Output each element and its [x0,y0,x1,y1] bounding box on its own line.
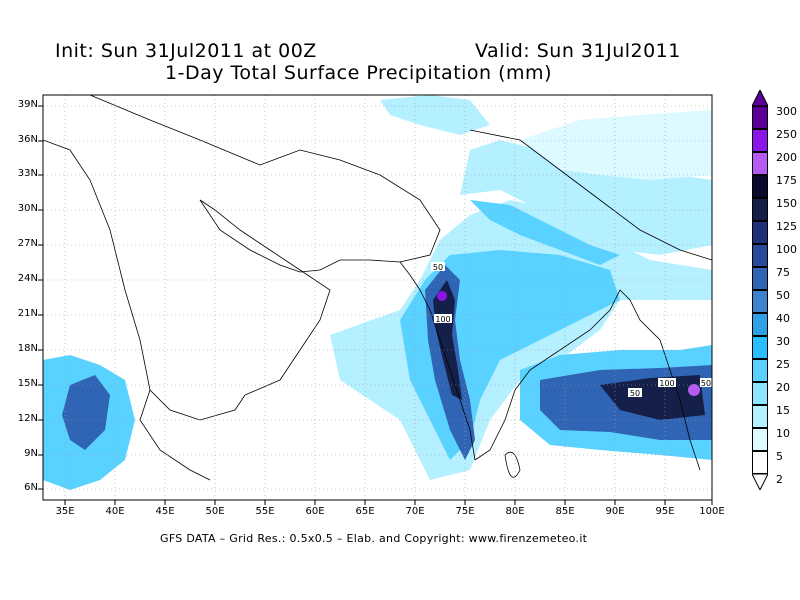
legend-color-box [752,152,768,175]
legend-color-box [752,221,768,244]
legend-color-box [752,129,768,152]
legend-max-arrow [752,90,768,106]
lat-label: 39N [17,99,38,110]
map-subtitle: 1-Day Total Surface Precipitation (mm) [165,62,552,84]
legend-color-box [752,451,768,474]
lon-label: 100E [699,506,725,517]
precip-area-caspian [380,95,490,135]
precip-area-west-coast-core [433,280,462,400]
legend-color-box [752,267,768,290]
lat-label: 30N [17,203,38,214]
legend-level-label: 40 [776,312,790,325]
footer-credit: GFS DATA – Grid Res.: 0.5x0.5 – Elab. an… [160,532,588,545]
lon-label: 35E [55,506,75,517]
precip-area-himalaya-mid [470,200,620,265]
legend-level-label: 100 [776,243,797,256]
legend-level-label: 175 [776,174,797,187]
lat-label: 36N [17,134,38,145]
lon-label: 90E [605,506,625,517]
legend-color-box [752,198,768,221]
lon-label: 70E [405,506,425,517]
lon-label: 40E [105,506,125,517]
legend-level-label: 125 [776,220,797,233]
precip-area-himalaya [460,140,712,255]
legend-color-box [752,336,768,359]
lat-label: 24N [17,273,38,284]
map-border [42,94,713,501]
legend-color-box [752,405,768,428]
precip-peak-gujarat [437,291,447,301]
lat-label: 33N [17,168,38,179]
valid-time-title: Valid: Sun 31Jul2011 [475,40,681,62]
lat-label: 9N [24,448,38,459]
axis-ticks [38,105,713,505]
legend-level-label: 250 [776,128,797,141]
legend-color-box [752,106,768,129]
contour-label: 100 [659,379,674,388]
legend-min-arrow [752,474,768,490]
legend-color-box [752,428,768,451]
legend-level-label: 50 [776,289,790,302]
legend-level-label: 150 [776,197,797,210]
contour-label: 50 [630,389,640,398]
lon-label: 55E [255,506,275,517]
legend-level-label: 20 [776,381,790,394]
legend-level-label: 30 [776,335,790,348]
contour-label: 100 [435,315,450,324]
legend-level-label: 25 [776,358,790,371]
legend-level-label: 5 [776,450,783,463]
precip-area-ethiopia-heavy [62,375,110,450]
precip-peak-andaman [688,384,700,396]
legend-color-box [752,244,768,267]
legend-level-label: 2 [776,473,783,486]
legend-color-box [752,382,768,405]
legend-color-box [752,290,768,313]
lat-label: 15N [17,378,38,389]
lon-label: 50E [205,506,225,517]
lat-label: 27N [17,238,38,249]
lon-label: 75E [455,506,475,517]
contour-label: 50 [701,379,711,388]
lat-label: 18N [17,343,38,354]
precip-area-tibet [520,110,712,180]
lon-label: 85E [555,506,575,517]
lat-label: 6N [24,482,38,493]
lon-label: 95E [655,506,675,517]
init-time-title: Init: Sun 31Jul2011 at 00Z [55,40,317,62]
lon-label: 65E [355,506,375,517]
legend-level-label: 75 [776,266,790,279]
legend-color-box [752,313,768,336]
lon-label: 80E [505,506,525,517]
legend-color-box [752,175,768,198]
lon-label: 60E [305,506,325,517]
precip-area-bay-bengal-core [600,375,705,420]
legend-color-box [752,359,768,382]
lon-label: 45E [155,506,175,517]
lat-label: 12N [17,413,38,424]
legend-level-label: 15 [776,404,790,417]
legend-level-label: 300 [776,105,797,118]
lat-label: 21N [17,308,38,319]
legend-level-label: 10 [776,427,790,440]
legend-level-label: 200 [776,151,797,164]
precipitation-field [43,95,712,490]
contour-label: 50 [433,263,443,272]
